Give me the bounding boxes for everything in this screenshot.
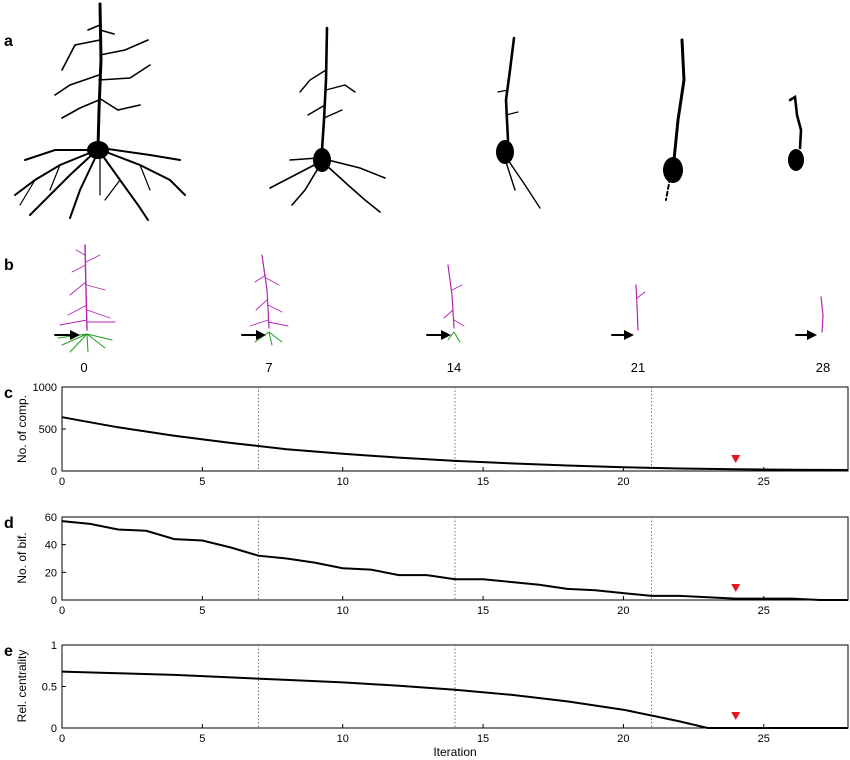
reconstruction-21	[635, 284, 646, 331]
reconstructions	[54, 244, 824, 353]
chart-comp: 0 5 10 15 20 25 0 500 1000 No. of comp.	[15, 382, 849, 488]
y-tick-label: 0	[51, 723, 57, 735]
neuron-image-5	[788, 94, 804, 171]
iteration-label-21: 21	[631, 360, 645, 375]
chart-bif: 0 5 10 15 20 25 0 20 40 60 No. of bif.	[15, 512, 849, 617]
y-tick-label: 20	[45, 567, 57, 579]
marker-triangle	[731, 712, 741, 720]
iteration-label-7: 7	[265, 360, 272, 375]
x-tick-label: 10	[337, 733, 349, 745]
reconstruction-0	[57, 244, 116, 353]
neuron-image-1	[14, 2, 186, 221]
y-tick-label: 500	[39, 424, 57, 436]
chart-centrality: 0 5 10 15 20 25 0 0.5 1 Rel. centrality	[15, 640, 849, 745]
x-tick-label: 20	[617, 605, 629, 617]
y-tick-label: 60	[45, 512, 57, 524]
x-tick-label: 25	[758, 476, 770, 488]
neuron-image-4	[663, 38, 686, 201]
series-line-centrality	[61, 670, 848, 729]
y-tick-label: 40	[45, 540, 57, 552]
marker-triangle	[731, 584, 741, 592]
x-tick-label: 5	[199, 476, 205, 488]
x-tick-label: 5	[199, 733, 205, 745]
x-tick-label: 15	[477, 605, 489, 617]
marker-triangle	[731, 455, 741, 463]
arrow-0	[54, 330, 80, 340]
x-tick-label: 10	[337, 605, 349, 617]
series-line-comp	[61, 416, 849, 471]
y-tick-label: 0	[51, 595, 57, 607]
x-tick-label: 20	[617, 733, 629, 745]
y-tick-label: 0.5	[42, 682, 57, 694]
x-tick-label: 0	[59, 476, 65, 488]
panel-letter-d: d	[4, 515, 14, 532]
x-tick-label: 0	[59, 605, 65, 617]
panel-letter-e: e	[4, 643, 13, 660]
y-tick-label: 1	[51, 640, 57, 652]
x-tick-label: 25	[758, 733, 770, 745]
y-tick-label: 0	[51, 466, 57, 478]
y-axis-label-centrality: Rel. centrality	[15, 650, 29, 723]
x-tick-label: 10	[337, 476, 349, 488]
y-tick-label: 1000	[33, 382, 57, 394]
x-tick-label: 25	[758, 605, 770, 617]
y-axis-label-bif: No. of bif.	[15, 532, 29, 583]
neuron-image-2	[269, 26, 386, 213]
x-tick-label: 15	[477, 733, 489, 745]
series-line-bif	[61, 520, 848, 601]
reconstruction-14	[443, 264, 465, 343]
arrow-14	[426, 330, 451, 340]
panel-letter-b: b	[4, 257, 14, 274]
panel-letter-c: c	[4, 385, 13, 402]
neuron-image-3	[496, 36, 541, 209]
x-tick-label: 15	[477, 476, 489, 488]
panel-letter-a: a	[4, 33, 13, 50]
arrow-7	[241, 330, 266, 340]
iteration-label-14: 14	[447, 360, 461, 375]
x-axis-label: Iteration	[433, 745, 476, 759]
x-tick-label: 5	[199, 605, 205, 617]
iteration-label-0: 0	[80, 360, 87, 375]
iteration-label-28: 28	[816, 360, 830, 375]
y-axis-label-comp: No. of comp.	[15, 395, 29, 463]
neuron-images	[14, 2, 804, 221]
reconstruction-28	[820, 296, 824, 333]
x-tick-label: 20	[617, 476, 629, 488]
arrow-21	[611, 330, 634, 340]
reconstruction-7	[249, 254, 289, 346]
arrow-28	[795, 330, 817, 340]
x-tick-label: 0	[59, 733, 65, 745]
